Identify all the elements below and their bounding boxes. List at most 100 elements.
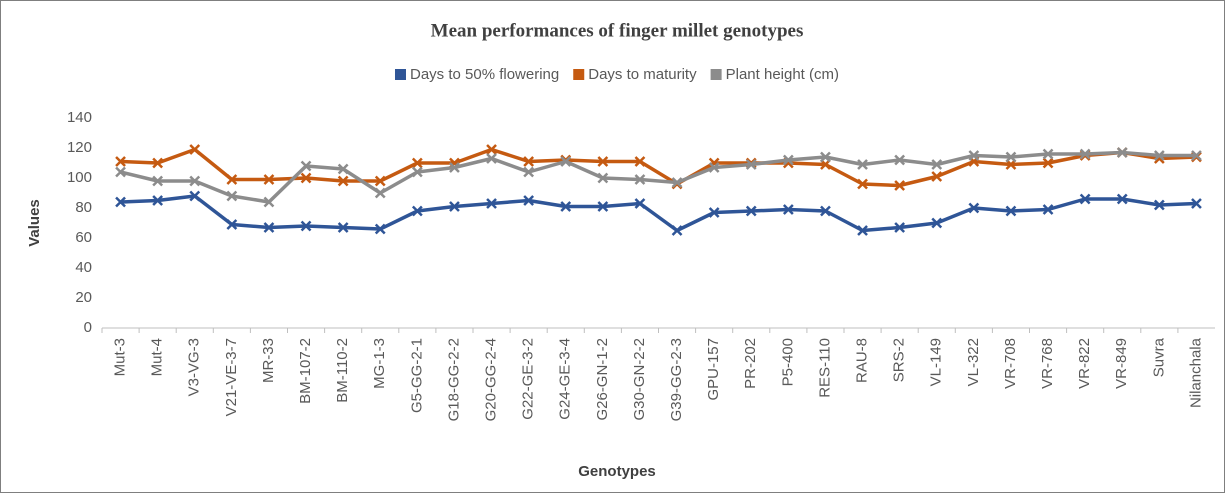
y-tick-label: 80: [75, 199, 92, 216]
data-point: [115, 156, 126, 167]
data-point: [523, 166, 535, 178]
data-point: [152, 157, 164, 169]
data-point: [857, 159, 868, 170]
data-point: [152, 175, 164, 187]
data-point: [1042, 157, 1054, 169]
y-axis-title: Values: [26, 199, 43, 247]
x-tick-label: BM-107-2: [297, 338, 314, 404]
data-point: [226, 190, 238, 202]
y-tick-label: 20: [75, 289, 92, 306]
x-tick-label: G30-GN-2-2: [631, 338, 648, 421]
data-point: [708, 162, 720, 173]
data-point: [263, 222, 275, 233]
data-point: [486, 144, 497, 155]
y-tick-label: 140: [67, 109, 92, 126]
data-point: [968, 202, 980, 214]
data-point: [931, 171, 943, 182]
x-tick-label: V21-VE-3-7: [223, 338, 240, 416]
x-tick-label: VR-708: [1002, 338, 1019, 389]
data-point: [634, 156, 646, 167]
x-tick-label: G18-GG-2-2: [445, 338, 462, 421]
data-point: [115, 196, 126, 208]
x-tick-label: Mut-3: [112, 338, 129, 376]
x-tick-label: G22-GE-3-2: [520, 338, 537, 420]
data-point: [374, 187, 386, 199]
legend: Days to 50% flowering Days to maturity Pla…: [394, 66, 839, 83]
data-point: [820, 205, 831, 217]
data-point: [523, 195, 535, 206]
data-point: [968, 150, 980, 161]
data-point: [634, 174, 646, 185]
data-point: [597, 172, 609, 184]
x-tick-label: G26-GN-1-2: [594, 338, 611, 421]
series-line: [120, 147, 1197, 188]
data-point: [931, 217, 943, 229]
data-point: [449, 162, 460, 173]
x-tick-label: V3-VG-3: [186, 338, 203, 396]
legend-item: Plant height (cm): [710, 66, 839, 83]
x-tick-label: VR-768: [1039, 338, 1056, 389]
data-point: [782, 204, 794, 215]
data-point: [411, 205, 423, 217]
x-tick-label: GPU-157: [705, 338, 722, 401]
data-point: [1191, 198, 1202, 209]
data-point: [337, 222, 349, 233]
legend-item: Days to maturity: [573, 66, 697, 83]
x-tick-label: P5-400: [779, 338, 796, 386]
data-point: [1153, 199, 1165, 211]
x-tick-label: G5-GG-2-1: [408, 338, 425, 413]
y-tick-label: 120: [67, 139, 92, 156]
data-point: [671, 225, 683, 236]
data-point: [226, 174, 238, 185]
chart-title: Mean performances of finger millet genot…: [431, 20, 804, 41]
y-tick-label: 100: [67, 169, 92, 186]
data-point: [894, 180, 906, 191]
series-line: [120, 150, 1197, 204]
x-tick-label: Suvra: [1150, 337, 1167, 377]
x-tick-label: MG-1-3: [371, 338, 388, 389]
data-point: [1116, 193, 1128, 205]
x-axis-title: Genotypes: [578, 463, 656, 480]
data-point: [1079, 148, 1091, 160]
legend-label: Plant height (cm): [726, 66, 839, 83]
data-point: [449, 201, 460, 212]
data-point: [337, 175, 349, 187]
data-point: [560, 201, 572, 212]
legend-swatch: [710, 69, 722, 80]
data-point: [1042, 204, 1054, 215]
x-tick-label: G24-GE-3-4: [557, 338, 574, 420]
data-point: [634, 198, 646, 209]
data-point: [374, 175, 386, 187]
data-point: [374, 223, 386, 235]
x-tick-label: VL-322: [965, 338, 982, 386]
data-point: [152, 195, 164, 206]
x-tick-label: BM-110-2: [334, 338, 351, 403]
data-point: [857, 225, 868, 236]
data-point: [1153, 150, 1165, 161]
x-tick-label: MR-33: [260, 338, 277, 383]
x-tick-label: PR-202: [742, 338, 759, 389]
x-tick-label: G39-GG-2-3: [668, 338, 685, 421]
data-point: [1005, 151, 1017, 163]
data-point: [226, 219, 238, 230]
series-line: [120, 194, 1197, 233]
legend-label: Days to 50% flowering: [410, 66, 559, 83]
data-point: [300, 220, 312, 232]
x-tick-label: VL-149: [928, 338, 945, 386]
data-point: [263, 196, 275, 208]
data-point: [894, 222, 906, 233]
data-point: [894, 154, 906, 166]
data-point: [337, 163, 349, 175]
data-point: [300, 172, 312, 184]
data-point: [189, 175, 201, 187]
x-tick-label: VR-849: [1113, 338, 1130, 389]
data-point: [1079, 193, 1091, 205]
x-tick-label: VR-822: [1076, 338, 1093, 389]
data-point: [115, 166, 126, 178]
data-point: [523, 156, 535, 167]
data-point: [931, 159, 943, 170]
y-tick-label: 60: [75, 229, 92, 246]
x-tick-label: G20-GG-2-4: [483, 338, 500, 421]
data-point: [857, 178, 868, 190]
data-point: [263, 174, 275, 185]
